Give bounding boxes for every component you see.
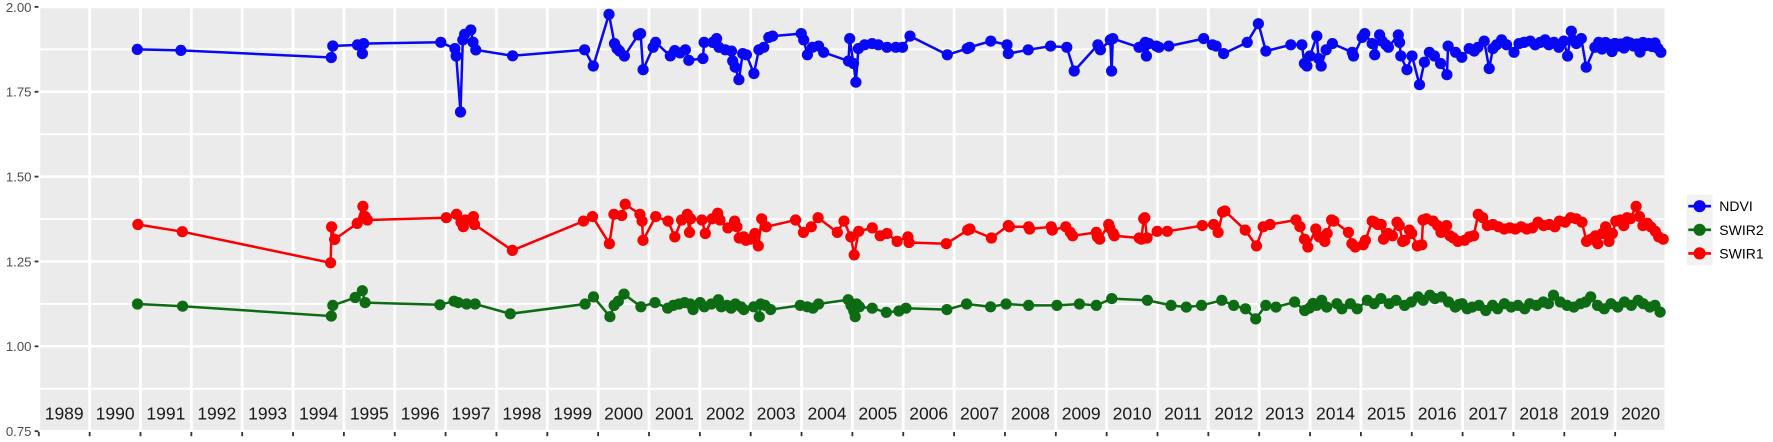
svg-text:2006: 2006	[909, 404, 948, 424]
svg-text:2013: 2013	[1265, 404, 1304, 424]
svg-text:1.25: 1.25	[6, 254, 32, 269]
svg-text:1.50: 1.50	[6, 170, 32, 185]
svg-text:2015: 2015	[1367, 404, 1406, 424]
svg-text:2.00: 2.00	[6, 0, 32, 15]
svg-text:2019: 2019	[1570, 404, 1609, 424]
svg-text:2001: 2001	[655, 404, 694, 424]
svg-text:1.00: 1.00	[6, 339, 32, 354]
svg-text:1989: 1989	[45, 404, 84, 424]
svg-text:2012: 2012	[1214, 404, 1253, 424]
svg-text:1993: 1993	[248, 404, 287, 424]
svg-text:2008: 2008	[1011, 404, 1050, 424]
svg-text:SWIR1: SWIR1	[1719, 245, 1764, 261]
svg-text:2018: 2018	[1519, 404, 1558, 424]
svg-text:1.75: 1.75	[6, 85, 32, 100]
svg-text:2011: 2011	[1164, 404, 1202, 424]
svg-text:2014: 2014	[1316, 404, 1355, 424]
svg-text:2007: 2007	[960, 404, 999, 424]
svg-text:2005: 2005	[858, 404, 897, 424]
svg-text:NDVI: NDVI	[1719, 198, 1752, 214]
svg-text:1996: 1996	[401, 404, 440, 424]
svg-text:1992: 1992	[197, 404, 236, 424]
svg-text:2010: 2010	[1113, 404, 1152, 424]
svg-text:1995: 1995	[350, 404, 389, 424]
svg-text:1998: 1998	[502, 404, 541, 424]
svg-text:2016: 2016	[1418, 404, 1457, 424]
svg-text:1990: 1990	[96, 404, 135, 424]
svg-text:1991: 1991	[146, 404, 185, 424]
svg-text:2002: 2002	[706, 404, 745, 424]
svg-text:0.75: 0.75	[6, 424, 32, 439]
svg-text:2009: 2009	[1062, 404, 1101, 424]
svg-text:2020: 2020	[1621, 404, 1660, 424]
svg-text:2003: 2003	[757, 404, 796, 424]
svg-text:1999: 1999	[553, 404, 592, 424]
svg-text:2004: 2004	[808, 404, 847, 424]
svg-text:2017: 2017	[1469, 404, 1508, 424]
svg-text:1994: 1994	[299, 404, 338, 424]
svg-text:SWIR2: SWIR2	[1719, 222, 1764, 238]
svg-text:1997: 1997	[452, 404, 491, 424]
svg-text:2000: 2000	[604, 404, 643, 424]
